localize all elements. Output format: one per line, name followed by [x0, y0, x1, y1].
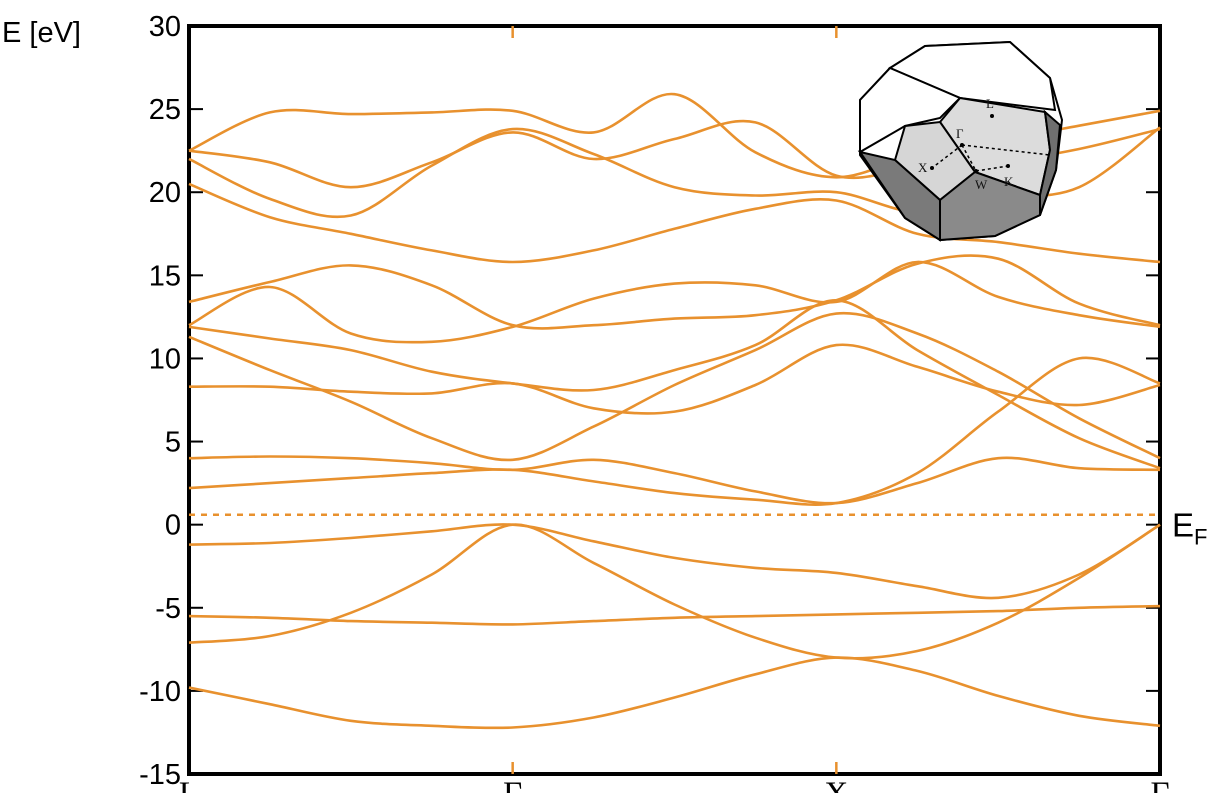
- y-tick-label: 30: [149, 11, 181, 43]
- y-axis-ticks: -15 -10 -5 0 5 10 15 20 25 30: [139, 11, 1160, 791]
- bz-label-gamma: Γ: [956, 126, 964, 141]
- y-tick-label: 25: [149, 94, 181, 126]
- k-point-labels: L Γ X Γ: [179, 26, 1170, 793]
- bz-point-W: [974, 169, 978, 173]
- y-tick-label: -5: [155, 593, 181, 625]
- bz-point-L: [990, 114, 994, 118]
- k-point-label: L: [179, 776, 199, 793]
- band-lines: [188, 92, 1161, 730]
- y-tick-label: 5: [165, 427, 181, 459]
- plot-frame: [187, 24, 1162, 776]
- y-tick-label: 15: [149, 260, 181, 292]
- band-line-7: [188, 343, 1161, 415]
- bz-point-K: [1006, 164, 1010, 168]
- y-tick-label: 20: [149, 177, 181, 209]
- k-point-label: Γ: [503, 776, 522, 793]
- band-line-3: [188, 604, 1161, 626]
- band-line-1: [188, 656, 1161, 730]
- y-tick-label: 10: [149, 343, 181, 375]
- band-line-2: [188, 523, 1161, 660]
- band-line-11: [188, 254, 1161, 330]
- bz-path-gamma-W: [961, 144, 977, 172]
- band-line-10: [188, 260, 1161, 344]
- k-point-label: Γ: [1150, 776, 1169, 793]
- band-line-12: [188, 182, 1161, 264]
- bz-path-gamma-L: [961, 144, 1051, 156]
- brillouin-zone-inset: L Γ X W K: [857, 40, 1064, 242]
- fermi-label-sub: F: [1194, 525, 1207, 550]
- fermi-label: EF: [1172, 507, 1207, 550]
- bz-label-K: K: [1004, 174, 1014, 189]
- bz-point-gamma: [960, 143, 964, 147]
- bz-label-W: W: [975, 177, 988, 192]
- bz-label-L: L: [986, 96, 994, 111]
- k-point-label: X: [824, 776, 848, 793]
- y-axis-label: E [eV]: [2, 17, 81, 49]
- y-tick-label: -15: [139, 759, 181, 791]
- y-tick-label: 0: [165, 510, 181, 542]
- bz-face-right: [1039, 109, 1062, 216]
- bz-point-X: [930, 166, 934, 170]
- bz-path-gamma-X: [931, 144, 963, 169]
- bz-path-W-K: [975, 165, 1009, 172]
- y-tick-label: -10: [139, 676, 181, 708]
- band-line-5: [188, 356, 1161, 506]
- band-line-4: [188, 523, 1161, 600]
- band-line-8: [188, 311, 1161, 462]
- fermi-level: EF: [189, 507, 1207, 550]
- band-line-6: [188, 455, 1161, 505]
- band-line-9: [188, 298, 1161, 470]
- bz-label-X: X: [918, 160, 928, 175]
